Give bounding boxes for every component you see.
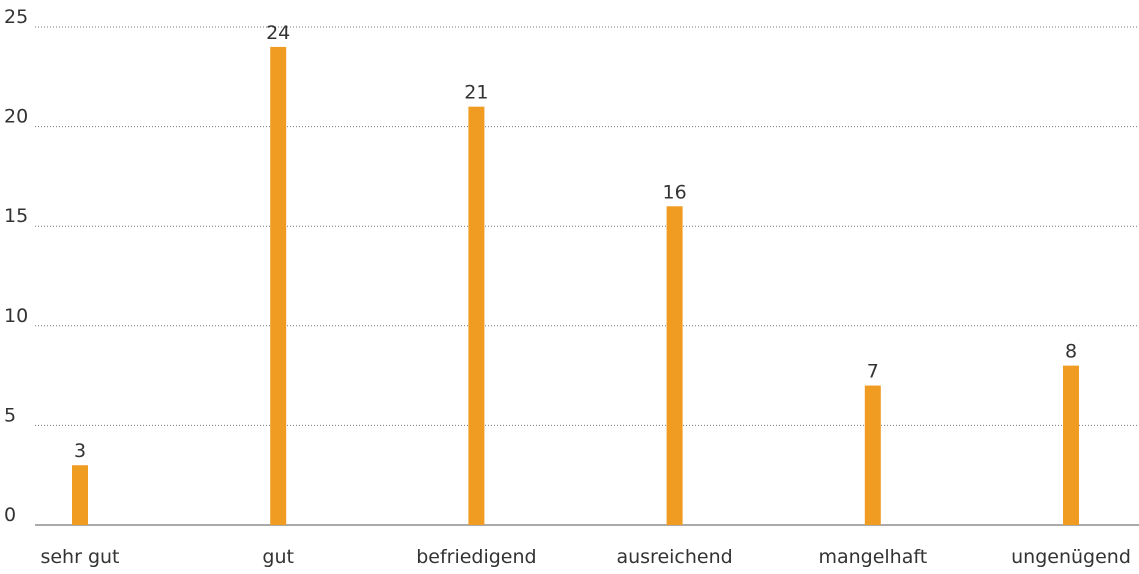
y-tick-label: 15 <box>4 205 28 227</box>
y-tick-label: 25 <box>4 6 28 28</box>
x-tick-label: sehr gut <box>40 546 119 568</box>
y-tick-label: 20 <box>4 106 28 128</box>
x-tick-label: ungenügend <box>1011 546 1131 568</box>
bar <box>864 385 881 525</box>
value-label: 24 <box>266 22 290 44</box>
bar <box>666 206 683 525</box>
bar <box>270 46 287 526</box>
value-label: 3 <box>74 440 86 462</box>
bar <box>468 106 485 526</box>
value-label: 21 <box>464 82 488 104</box>
x-tick-label: befriedigend <box>416 546 536 568</box>
y-tick-label: 10 <box>4 305 28 327</box>
bar <box>72 465 88 525</box>
value-label: 8 <box>1065 341 1077 363</box>
x-tick-label: ausreichend <box>616 546 732 568</box>
x-tick-label: mangelhaft <box>818 546 927 568</box>
bar <box>1063 365 1079 525</box>
y-tick-label: 5 <box>4 404 16 426</box>
value-label: 16 <box>663 181 687 203</box>
value-label: 7 <box>867 361 879 383</box>
y-tick-label: 0 <box>4 504 16 526</box>
x-tick-label: gut <box>262 546 294 568</box>
